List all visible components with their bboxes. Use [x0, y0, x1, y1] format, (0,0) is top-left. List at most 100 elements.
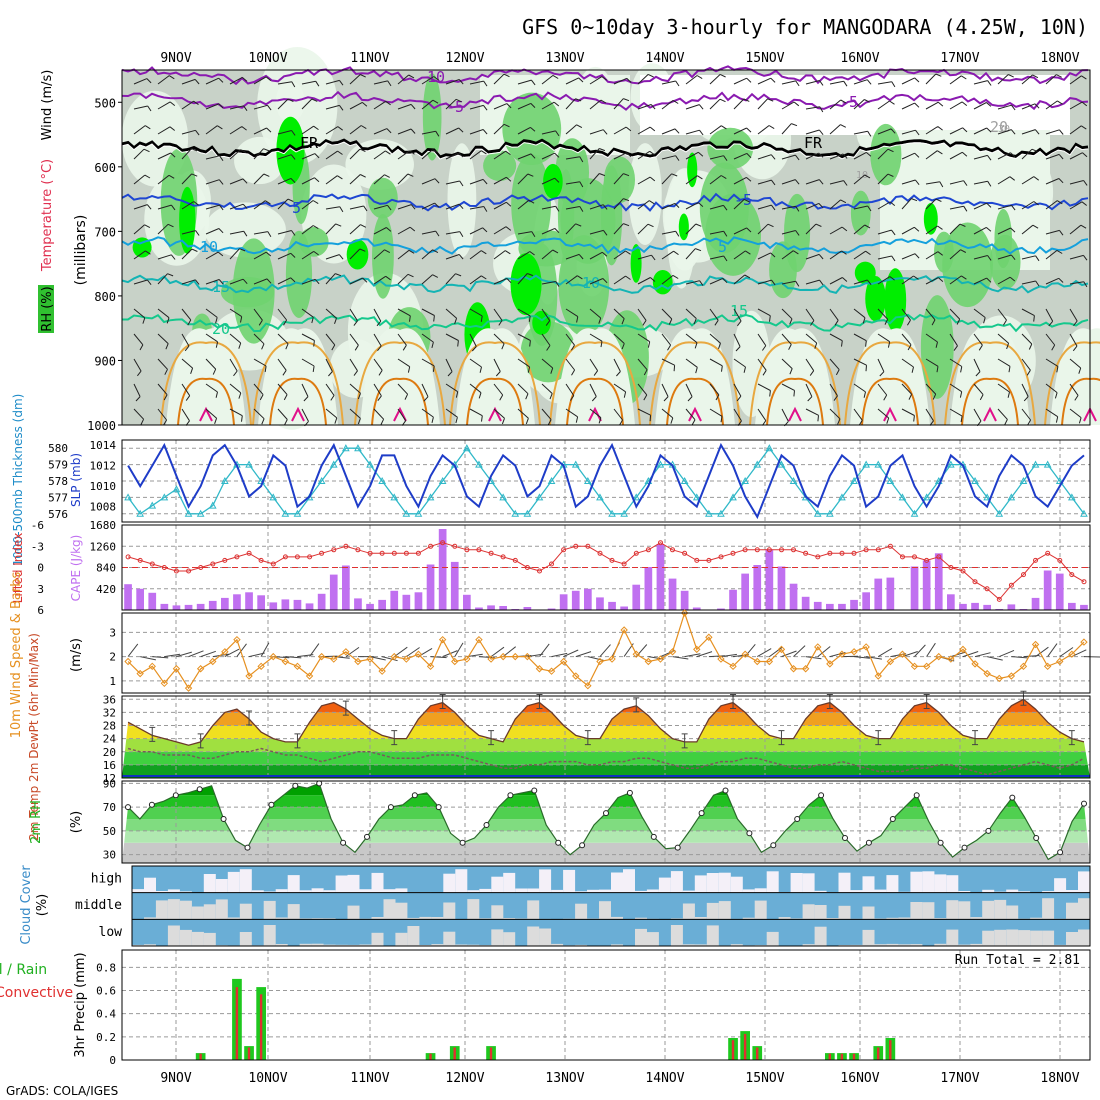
cloud-cell	[802, 944, 815, 946]
wind-barb	[877, 81, 896, 88]
wind-barb	[445, 333, 459, 347]
cloud-cell	[551, 943, 564, 946]
thickness-point	[826, 509, 834, 517]
cape-bar	[305, 603, 314, 610]
wind-barb	[325, 333, 336, 351]
boundary-layer-dry	[850, 328, 930, 425]
cloud-cell	[682, 903, 695, 920]
lifted-index-point	[222, 557, 228, 563]
wind-barb	[781, 333, 792, 350]
wind-barb	[397, 308, 411, 322]
warm-contour	[549, 341, 641, 426]
wind-barb	[541, 333, 551, 351]
wind-barb	[1045, 277, 1064, 285]
temperature-contour	[121, 274, 1089, 295]
wind-barb	[925, 126, 943, 135]
cape-bar	[596, 597, 604, 610]
lifted-index-point	[851, 550, 857, 556]
wind-barb	[421, 99, 439, 110]
cloud-cell	[275, 917, 288, 920]
wind-barb	[517, 333, 531, 347]
wind-barb	[133, 383, 141, 402]
wind-barb	[373, 128, 392, 135]
wind-barb	[397, 128, 416, 135]
wind-barb	[253, 104, 272, 111]
cape-bar	[317, 593, 326, 610]
surface-wind-barb	[817, 646, 831, 657]
wind-barb	[469, 275, 487, 285]
wind-barb	[973, 226, 992, 235]
cloud-cell	[1042, 898, 1055, 920]
wind-barb	[589, 308, 602, 324]
rh-point	[435, 804, 442, 811]
wind-barb	[493, 383, 504, 401]
cloud-cell	[443, 931, 456, 946]
thickness-point	[874, 460, 883, 468]
cloud-cell	[299, 890, 312, 893]
cloud-cell	[658, 877, 671, 893]
wind-barb	[445, 308, 458, 325]
wind-speed-point	[1080, 638, 1088, 646]
cape-bar	[269, 602, 278, 610]
precip-tick-label: 0	[109, 1054, 116, 1067]
thickness-point	[898, 493, 907, 501]
thickness-point	[148, 501, 157, 509]
wind-barb	[277, 230, 296, 236]
wind-barb	[181, 100, 199, 110]
wind-barb	[229, 358, 238, 377]
wind-barb	[925, 101, 944, 110]
wind-barb	[205, 228, 224, 235]
cape-bar	[959, 603, 967, 610]
lifted-index-point	[948, 565, 954, 570]
cloud-cell	[251, 890, 264, 893]
wind-barb	[469, 383, 482, 399]
wind-speed-point	[584, 682, 592, 690]
cloud-cell	[323, 944, 336, 946]
cape-bar	[547, 608, 556, 610]
surface-wind-barb	[914, 644, 926, 657]
cloud-axis-label: Cloud Cover	[19, 865, 34, 945]
wind-barb	[1069, 358, 1082, 374]
wind-barb	[901, 179, 920, 186]
wind-barb	[229, 105, 248, 111]
wind-speed-point	[789, 665, 798, 673]
boundary-layer-dry	[360, 328, 440, 425]
wind-barb	[637, 383, 648, 401]
cloud-row-label: low	[99, 925, 123, 940]
wind-barb	[397, 383, 409, 400]
pressure-axis-label: (millibars)	[73, 215, 89, 286]
wind-barb	[925, 358, 939, 373]
wind-barb	[373, 308, 382, 327]
wind-barb	[565, 308, 579, 323]
wind-barb	[517, 308, 531, 322]
wind-barb	[541, 281, 560, 287]
precip-convective-bar	[235, 987, 239, 1060]
cape-bar	[584, 588, 592, 611]
wind-barb	[517, 173, 534, 185]
rh-point	[865, 839, 872, 846]
lifted-index-point	[766, 547, 772, 553]
lifted-index-point	[464, 547, 470, 553]
wind-barb	[373, 80, 392, 87]
wind-barb	[853, 151, 872, 160]
wind-barb	[1045, 408, 1059, 423]
surface-wind-barb	[1059, 647, 1074, 658]
lifted-index-point	[996, 596, 1002, 602]
warm-contour	[588, 406, 602, 422]
wind-barb	[229, 126, 247, 135]
wind-barb	[709, 175, 727, 185]
cloud-cell	[682, 890, 695, 893]
wind-barb	[469, 333, 477, 352]
wind-speed-point	[620, 626, 628, 634]
cloud-cell	[1078, 871, 1090, 893]
precip-convective-bar	[756, 1047, 759, 1060]
cape-tick-label: 1680	[90, 519, 117, 532]
surface-wind-barb	[394, 646, 408, 658]
cloud-cell	[491, 905, 504, 920]
lifted-index-point	[827, 550, 833, 556]
wind-barb	[157, 174, 175, 185]
rh-point	[148, 801, 155, 808]
surface-wind-barb	[950, 651, 967, 658]
rh-point	[316, 780, 323, 787]
wind-barb	[685, 383, 693, 402]
